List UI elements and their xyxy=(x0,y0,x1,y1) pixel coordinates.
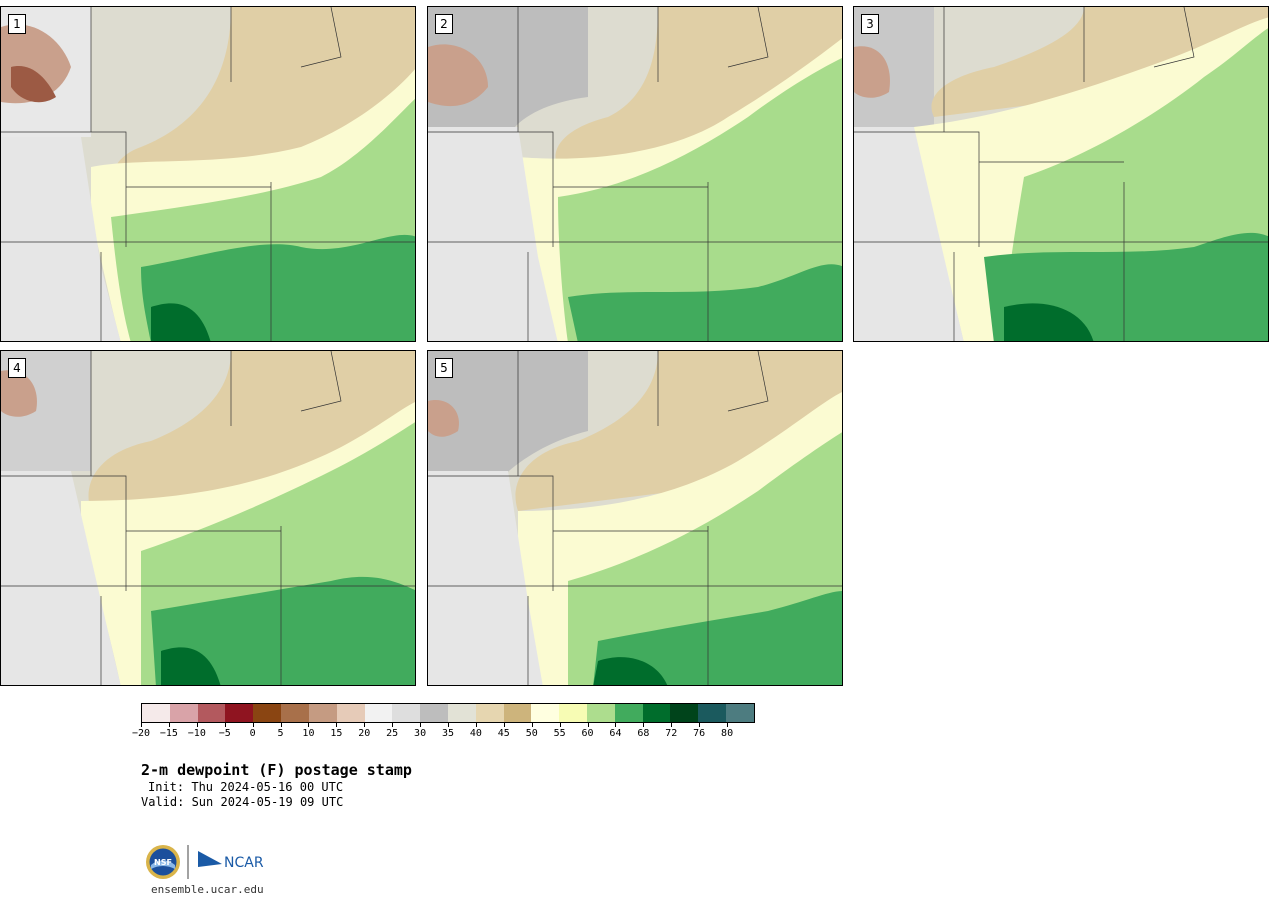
colorbar-tick xyxy=(336,723,338,727)
colorbar-tick xyxy=(727,723,729,727)
map-panel-4[interactable]: 4 xyxy=(0,350,416,686)
logo-group: NSF NCAR xyxy=(146,845,264,879)
map-panel-1[interactable]: 1 xyxy=(0,6,416,342)
website-text: ensemble.ucar.edu xyxy=(151,883,264,896)
panel-number-label: 2 xyxy=(435,14,453,34)
colorbar-tick-label: 72 xyxy=(665,728,678,739)
colorbar-tick xyxy=(699,723,701,727)
colorbar-tick xyxy=(308,723,310,727)
colorbar-tick-label: 80 xyxy=(721,728,734,739)
colorbar-swatch xyxy=(698,704,727,722)
colorbar-swatch xyxy=(503,704,532,722)
colorbar-tick xyxy=(364,723,366,727)
colorbar-tick xyxy=(141,723,142,727)
colorbar-tick-label: 55 xyxy=(553,728,566,739)
colorbar-swatch xyxy=(726,704,754,722)
dewpoint-map-1 xyxy=(1,7,415,341)
colorbar-tick xyxy=(224,723,226,727)
panel-number-label: 4 xyxy=(8,358,26,378)
colorbar-tick xyxy=(587,723,589,727)
colorbar-swatch xyxy=(420,704,448,722)
colorbar-swatch xyxy=(225,704,254,722)
colorbar-tick xyxy=(280,723,282,727)
colorbar-swatch xyxy=(253,704,282,722)
nsf-logo-icon: NSF xyxy=(146,845,180,879)
colorbar-tick xyxy=(252,723,254,727)
colorbar-tick xyxy=(615,723,617,727)
colorbar-tick-label: −15 xyxy=(159,728,178,739)
panel-number-label: 5 xyxy=(435,358,453,378)
colorbar-tick-label: 10 xyxy=(302,728,315,739)
colorbar-swatch xyxy=(197,704,226,722)
colorbar-tick-label: 30 xyxy=(414,728,427,739)
dewpoint-map-2 xyxy=(428,7,842,341)
colorbar-tick-label: 15 xyxy=(330,728,343,739)
colorbar-tick xyxy=(559,723,561,727)
colorbar-swatch xyxy=(447,704,476,722)
colorbar-swatch xyxy=(336,704,365,722)
colorbar-tick-label: 35 xyxy=(441,728,455,739)
colorbar-swatch xyxy=(364,704,393,722)
colorbar-tick-label: −10 xyxy=(187,728,206,739)
colorbar-tick xyxy=(196,723,198,727)
colorbar-ticks: −20 −15 −10 −5 0 5 10 15 20 25 30 35 40 45 50 55 60 64 68 7… xyxy=(132,723,755,743)
colorbar-swatch xyxy=(308,704,337,722)
dewpoint-map-5 xyxy=(428,351,842,685)
colorbar-tick xyxy=(168,723,170,727)
colorbar-tick xyxy=(503,723,505,727)
colorbar-swatch xyxy=(670,704,699,722)
colorbar-swatch xyxy=(587,704,615,722)
colorbar-tick-label: 68 xyxy=(637,728,650,739)
colorbar-tick xyxy=(420,723,422,727)
colorbar-tick xyxy=(392,723,394,727)
colorbar-tick xyxy=(448,723,449,727)
colorbar xyxy=(141,703,755,723)
colorbar-swatch xyxy=(169,704,198,722)
colorbar-swatch xyxy=(142,704,170,722)
colorbar-tick xyxy=(643,723,645,727)
colorbar-tick-label: 76 xyxy=(693,728,706,739)
map-panel-2[interactable]: 2 xyxy=(427,6,843,342)
colorbar-tick-label: 25 xyxy=(386,728,399,739)
colorbar-swatch xyxy=(559,704,587,722)
colorbar-tick-label: 20 xyxy=(358,728,371,739)
colorbar-swatch xyxy=(614,704,643,722)
colorbar-tick xyxy=(671,723,673,727)
panel-number-label: 1 xyxy=(8,14,26,34)
colorbar-tick-label: 64 xyxy=(609,728,622,739)
plot-title: 2-m dewpoint (F) postage stamp xyxy=(141,761,412,779)
colorbar-swatch xyxy=(475,704,504,722)
dewpoint-map-4 xyxy=(1,351,415,685)
colorbar-swatch xyxy=(642,704,671,722)
valid-time: Valid: Sun 2024-05-19 09 UTC xyxy=(141,795,344,809)
map-panel-3[interactable]: 3 xyxy=(853,6,1269,342)
colorbar-tick-label: −20 xyxy=(131,728,151,739)
colorbar-tick-label: 60 xyxy=(581,728,594,739)
dewpoint-map-3 xyxy=(854,7,1268,341)
colorbar-tick-label: −5 xyxy=(218,728,231,739)
colorbar-tick xyxy=(531,723,533,727)
colorbar-swatch xyxy=(281,704,309,722)
colorbar-tick xyxy=(475,723,477,727)
init-time: Init: Thu 2024-05-16 00 UTC xyxy=(148,780,344,794)
colorbar-tick-label: 5 xyxy=(277,728,284,739)
panel-number-label: 3 xyxy=(861,14,879,34)
colorbar-swatch xyxy=(392,704,421,722)
svg-text:NCAR: NCAR xyxy=(224,855,264,871)
colorbar-tick-label: 50 xyxy=(525,728,538,739)
ncar-logo-icon: NCAR xyxy=(198,851,264,871)
colorbar-tick-label: 40 xyxy=(469,728,482,739)
svg-text:NSF: NSF xyxy=(154,858,172,867)
colorbar-tick-label: 45 xyxy=(497,728,510,739)
map-panel-5[interactable]: 5 xyxy=(427,350,843,686)
colorbar-tick-label: 0 xyxy=(249,728,256,739)
colorbar-swatch xyxy=(531,704,560,722)
